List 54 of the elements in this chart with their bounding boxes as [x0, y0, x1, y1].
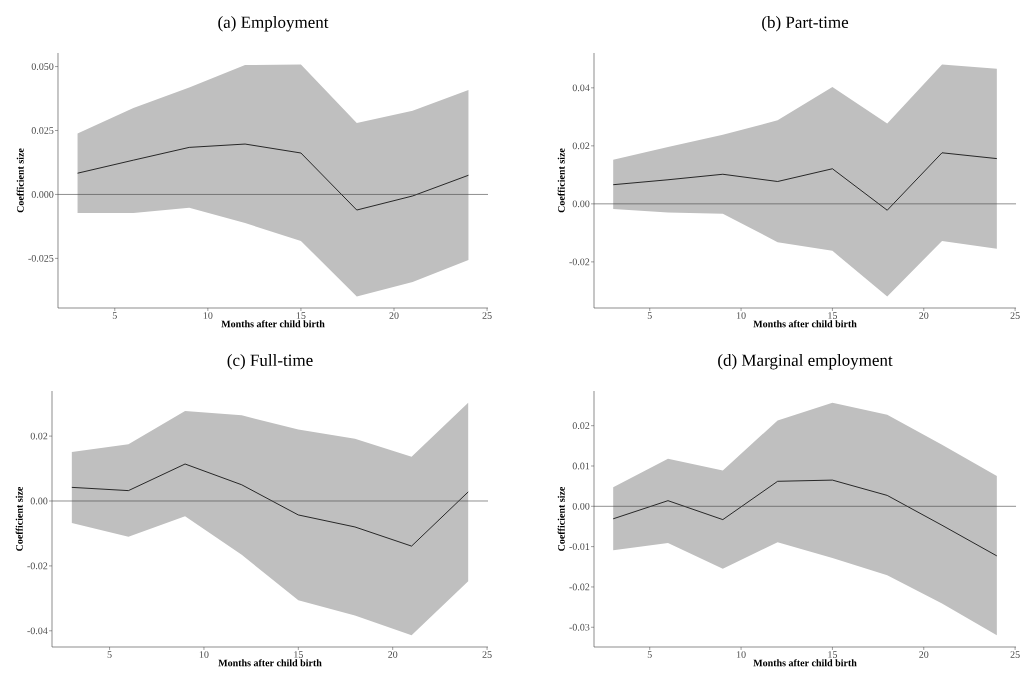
x-tick-label: 25 — [482, 312, 492, 319]
y-tick-label: 0.01 — [572, 462, 590, 470]
x-tick-label: 20 — [388, 651, 398, 658]
y-axis-title: Coefficient size — [557, 148, 565, 213]
x-tick-label: 15 — [828, 651, 838, 658]
x-tick-label: 5 — [107, 651, 112, 658]
y-tick-label: -0.04 — [27, 627, 48, 635]
x-tick-label: 25 — [482, 651, 492, 658]
x-tick-label: 5 — [647, 312, 652, 319]
x-tick-label: 15 — [296, 312, 306, 319]
x-tick-label: 5 — [112, 312, 117, 319]
y-tick-label: 0.04 — [572, 84, 590, 92]
y-tick-label: 0.02 — [30, 432, 48, 440]
y-tick-label: -0.01 — [569, 543, 590, 551]
x-tick-label: 20 — [389, 312, 399, 319]
x-axis-title: Months after child birth — [221, 320, 325, 328]
x-tick-label: 10 — [736, 651, 746, 658]
y-axis-title: Coefficient size — [16, 148, 24, 213]
y-tick-label: 0.00 — [572, 200, 590, 208]
y-tick-label: 0.050 — [31, 63, 54, 70]
x-tick-label: 15 — [294, 651, 303, 658]
line-series — [612, 152, 998, 211]
y-tick-label: 0.00 — [572, 502, 590, 510]
y-tick-label: 0.02 — [572, 142, 590, 150]
chart-title: (c) Full-time — [227, 354, 313, 370]
y-tick-label: 0.02 — [572, 422, 590, 430]
chart-title: (a) Employment — [218, 16, 329, 32]
x-tick-label: 25 — [1010, 312, 1020, 319]
y-tick-label: -0.03 — [569, 623, 590, 631]
y-axis-title: Coefficient size — [557, 486, 565, 551]
y-tick-label: -0.02 — [569, 258, 590, 266]
y-axis-title: Coefficient size — [15, 486, 23, 551]
y-tick-label: -0.02 — [569, 583, 590, 591]
x-tick-label: 10 — [736, 312, 746, 319]
chart-title: (b) Part-time — [762, 16, 849, 32]
line-series — [77, 143, 469, 211]
x-tick-label: 20 — [919, 651, 929, 658]
x-tick-label: 15 — [828, 312, 838, 319]
line-series — [612, 479, 998, 557]
y-tick-label: 0.00 — [30, 497, 48, 505]
x-axis-title: Months after child birth — [753, 659, 857, 667]
line-series — [71, 463, 469, 547]
x-tick-label: 5 — [647, 651, 652, 658]
chart-title: (d) Marginal employment — [718, 354, 893, 370]
x-tick-label: 25 — [1010, 651, 1020, 658]
y-tick-label: 0.000 — [31, 191, 54, 198]
y-tick-label: -0.02 — [27, 562, 48, 570]
x-axis-title: Months after child birth — [753, 320, 857, 328]
y-tick-label: 0.025 — [31, 127, 54, 134]
x-tick-label: 10 — [199, 651, 209, 658]
x-tick-label: 20 — [919, 312, 929, 319]
x-tick-label: 10 — [203, 312, 213, 319]
x-axis-title: Months after child birth — [218, 659, 322, 667]
y-tick-label: -0.025 — [28, 254, 54, 262]
